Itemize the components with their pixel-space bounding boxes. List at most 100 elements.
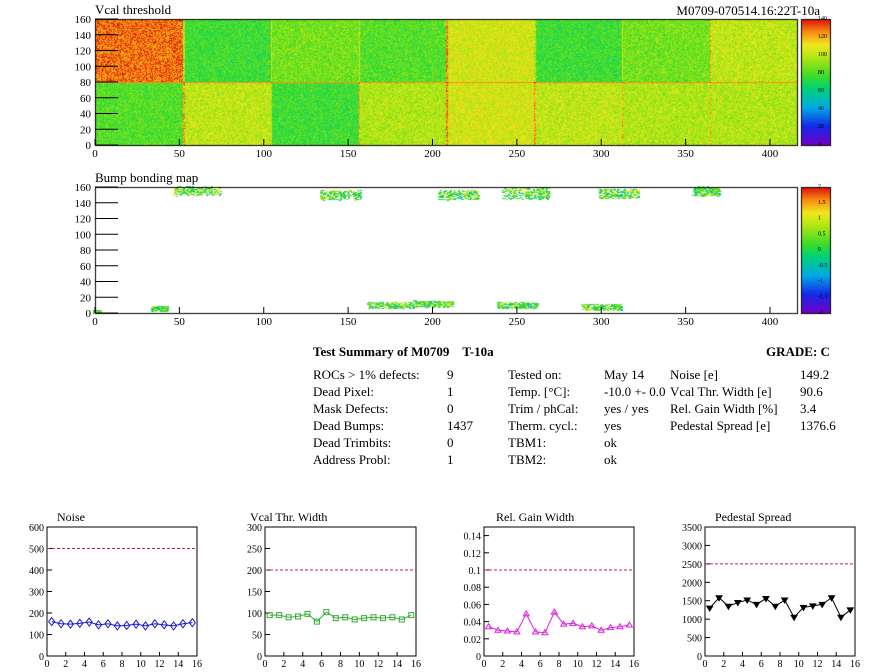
chart-point (616, 622, 624, 630)
summary-label: Dead Bumps: (313, 418, 385, 433)
chart-x-tick-label: 6 (538, 659, 543, 670)
chart-y-tick-label: 500 (29, 545, 44, 556)
colorbar-tick-label: 40 (818, 106, 824, 112)
chart-point (494, 626, 502, 633)
colorbar-tick-label: 0 (818, 142, 821, 148)
summary-label: Mask Defects: (313, 401, 389, 416)
chart-y-tick-label: 600 (29, 523, 44, 534)
chart-x-tick-label: 10 (573, 659, 583, 670)
chart-x-tick-label: 14 (392, 659, 402, 670)
colorbar-tick-label: 120 (818, 34, 827, 40)
map-x-tick-label: 0 (92, 148, 98, 160)
chart-point (188, 617, 196, 628)
chart-point (541, 628, 549, 636)
chart-point (160, 619, 168, 630)
summary-value: 9 (447, 367, 454, 382)
chart-point (569, 619, 577, 626)
colorbar-tick-label: -1 (818, 279, 823, 285)
chart-point (550, 608, 559, 615)
chart-point (837, 614, 845, 622)
chart-y-tick-label: 0.06 (464, 600, 482, 611)
chart-x-tick-label: 6 (101, 659, 106, 670)
chart-point (484, 622, 493, 630)
chart-point (503, 627, 512, 634)
chart-point (361, 615, 368, 622)
summary-value: ok (604, 435, 617, 450)
summary-value: 1437 (447, 418, 473, 433)
map-y-tick-label: 20 (80, 292, 92, 304)
chart-point (179, 618, 187, 629)
chart-y-tick-label: 300 (29, 588, 44, 599)
chart-point (743, 597, 752, 604)
summary-value: yes (604, 418, 622, 433)
map-x-tick-label: 100 (256, 316, 273, 328)
chart-y-tick-label: 2500 (682, 560, 702, 571)
colorbar-tick-label: -2 (818, 310, 823, 316)
run-label: M0709-070514.16:22T-10a (676, 3, 820, 18)
chart-y-tick-label: 100 (247, 609, 262, 620)
chart-point (379, 615, 386, 622)
map-x-tick-label: 400 (762, 148, 779, 160)
colorbar-tick-label: 80 (818, 70, 824, 76)
chart-y-tick-label: 400 (29, 566, 44, 577)
chart-point (323, 609, 330, 616)
map-y-tick-label: 80 (80, 77, 92, 89)
map-y-tick-label: 100 (75, 229, 92, 241)
chart-point (606, 623, 615, 631)
chart-x-tick-label: 16 (411, 659, 421, 670)
chart-y-tick-label: 0 (257, 652, 262, 663)
summary-label: Dead Trimbits: (313, 435, 392, 450)
chart-y-tick-label: 0 (39, 652, 44, 663)
map-y-tick-label: 140 (75, 198, 92, 210)
summary-label: Tested on: (508, 367, 562, 382)
chart-x-tick-label: 8 (778, 659, 783, 670)
summary-label: Trim / phCal: (508, 401, 579, 416)
chart-x-tick-label: 10 (354, 659, 364, 670)
summary-temp-label: T-10a (462, 344, 494, 359)
chart-y-tick-label: 2000 (682, 578, 702, 589)
chart-frame (483, 526, 635, 657)
summary-label: Noise [e] (670, 367, 719, 382)
summary-label: Address Probl: (313, 452, 391, 467)
chart-point (715, 595, 723, 602)
summary-value: 1 (447, 452, 454, 467)
chart-point (827, 595, 836, 602)
colorbar-tick-label: 60 (818, 88, 824, 94)
chart-x-tick-label: 12 (592, 659, 602, 670)
chart-y-tick-label: 150 (247, 588, 262, 599)
map-x-tick-label: 150 (340, 148, 357, 160)
summary-label: TBM1: (508, 435, 547, 450)
chart-point (85, 617, 93, 627)
chart-x-tick-label: 16 (850, 659, 860, 670)
map-x-tick-label: 50 (174, 316, 186, 328)
chart-x-tick-label: 2 (721, 659, 726, 670)
chart-point (94, 619, 103, 630)
chart-title: Vcal Thr. Width (250, 510, 327, 524)
chart-x-tick-label: 12 (813, 659, 823, 670)
chart-point (578, 622, 587, 630)
chart-point (559, 620, 568, 627)
colorbar-tick-label: 140 (818, 16, 827, 22)
chart-x-tick-label: 0 (703, 659, 708, 670)
chart-title: Noise (57, 510, 85, 524)
chart-point (266, 612, 273, 619)
chart-y-tick-label: 0 (697, 652, 702, 663)
summary-label: TBM2: (508, 452, 547, 467)
summary-title: Test Summary of M0709 T-10a (313, 344, 494, 359)
chart-y-tick-label: 0 (476, 652, 481, 663)
map-x-tick-label: 250 (509, 316, 526, 328)
map-x-tick-label: 150 (340, 316, 357, 328)
chart-y-tick-label: 300 (247, 523, 262, 534)
chart-series-line (269, 611, 412, 623)
chart-series-line (488, 611, 630, 634)
chart-x-tick-label: 16 (629, 659, 639, 670)
map-y-tick-label: 160 (75, 14, 92, 26)
chart-point (780, 597, 789, 604)
map-x-tick-label: 350 (677, 316, 694, 328)
summary-value: 3.4 (800, 401, 817, 416)
chart-y-tick-label: 0.14 (464, 532, 482, 543)
chart-point (762, 596, 770, 603)
chart-y-tick-label: 50 (252, 631, 262, 642)
chart-point (408, 612, 415, 619)
